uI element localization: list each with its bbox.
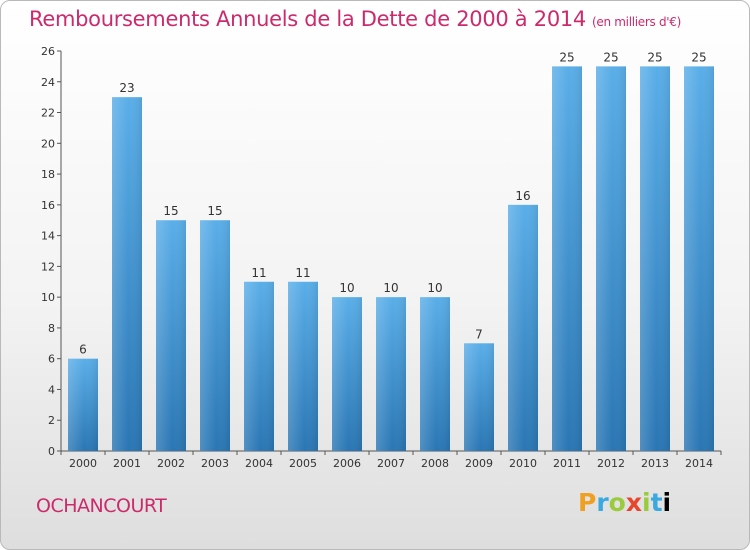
x-tick-label-2002: 2002 [157,457,185,470]
data-label-2005: 11 [295,266,310,280]
y-tick-label: 18 [41,168,55,181]
y-tick-label: 2 [48,414,55,427]
data-label-2001: 23 [119,81,134,95]
x-tick-label-2009: 2009 [465,457,493,470]
data-labels: 6 23 15 15 11 11 10 10 10 7 16 25 25 25 25 [79,50,706,356]
y-tick-label: 22 [41,107,55,120]
x-tick-label-2005: 2005 [289,457,317,470]
bar-shade-2014 [684,66,714,451]
data-label-2009: 7 [475,327,483,341]
x-tick-label-2007: 2007 [377,457,405,470]
y-tick-label: 8 [48,322,55,335]
x-tick-label-2000: 2000 [69,457,97,470]
chart-title: Remboursements Annuels de la Dette de 20… [29,7,681,31]
chart-title-text: Remboursements Annuels de la Dette de 20… [29,7,586,31]
x-tick-label-2003: 2003 [201,457,229,470]
x-tick-label-2010: 2010 [509,457,537,470]
x-tick-label-2004: 2004 [245,457,273,470]
y-tick-label: 26 [41,45,55,58]
bar-shade-2003 [200,220,230,451]
data-label-2014: 25 [691,50,706,64]
bar-shade-2009 [464,343,494,451]
y-tick-label: 0 [48,445,55,458]
x-tick-label-2006: 2006 [333,457,361,470]
bar-shade-2011 [552,66,582,451]
proxiti-logo: Proxiti [578,488,672,517]
bar-shade-2013 [640,66,670,451]
commune-name: OCHANCOURT [36,495,167,517]
data-label-2003: 15 [207,204,222,218]
y-tick-label: 20 [41,137,55,150]
data-label-2012: 25 [603,50,618,64]
data-label-2000: 6 [79,343,87,357]
y-tick-label: 10 [41,291,55,304]
x-tick-label-2012: 2012 [597,457,625,470]
data-label-2008: 10 [427,281,442,295]
data-label-2002: 15 [163,204,178,218]
data-label-2007: 10 [383,281,398,295]
bar-shade-2006 [332,297,362,451]
y-tick-label: 6 [48,353,55,366]
y-tick-label: 12 [41,260,55,273]
chart-unit: (en milliers d'€) [592,15,682,29]
data-label-2004: 11 [251,266,266,280]
x-tick-label-2013: 2013 [641,457,669,470]
bar-shade-2004 [244,281,274,451]
bar-shade-2002 [156,220,186,451]
x-tick-label-2008: 2008 [421,457,449,470]
data-label-2011: 25 [559,50,574,64]
x-tick-label-2011: 2011 [553,457,581,470]
y-tick-label: 16 [41,199,55,212]
bar-shade-2012 [596,66,626,451]
bar-shade-2007 [376,297,406,451]
y-tick-label: 24 [41,76,55,89]
bars [68,66,714,452]
data-label-2010: 16 [515,189,530,203]
bar-shade-2010 [508,204,538,451]
bar-shade-2008 [420,297,450,451]
data-label-2013: 25 [647,50,662,64]
y-tick-label: 14 [41,230,55,243]
data-label-2006: 10 [339,281,354,295]
bar-shade-2005 [288,281,318,451]
x-tick-label-2014: 2014 [685,457,713,470]
bar-shade-2001 [112,97,142,452]
x-tick-label-2001: 2001 [113,457,141,470]
y-tick-label: 4 [48,383,55,396]
bar-shade-2000 [68,358,98,451]
